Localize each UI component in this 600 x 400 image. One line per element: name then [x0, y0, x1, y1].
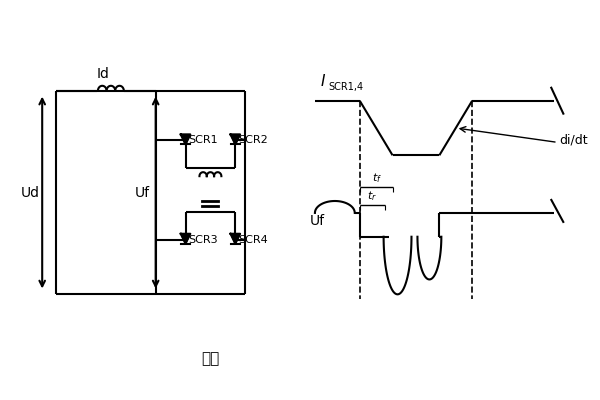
Polygon shape — [181, 234, 190, 244]
Text: Id: Id — [97, 67, 109, 81]
Text: $I$: $I$ — [320, 73, 326, 89]
Polygon shape — [230, 234, 240, 244]
Text: SCR1: SCR1 — [188, 136, 218, 146]
Text: SCR4: SCR4 — [238, 235, 268, 245]
Polygon shape — [230, 134, 240, 144]
Text: Ud: Ud — [21, 186, 40, 200]
Text: Uf: Uf — [310, 214, 325, 228]
Text: SCR3: SCR3 — [188, 235, 218, 245]
Text: 图一: 图一 — [201, 351, 220, 366]
Text: di/dt: di/dt — [559, 134, 587, 147]
Text: $t_r$: $t_r$ — [367, 189, 377, 203]
Polygon shape — [181, 134, 190, 144]
Text: Uf: Uf — [135, 186, 150, 200]
Text: SCR2: SCR2 — [238, 136, 268, 146]
Text: SCR1,4: SCR1,4 — [329, 82, 364, 92]
Text: $t_f$: $t_f$ — [372, 171, 382, 185]
